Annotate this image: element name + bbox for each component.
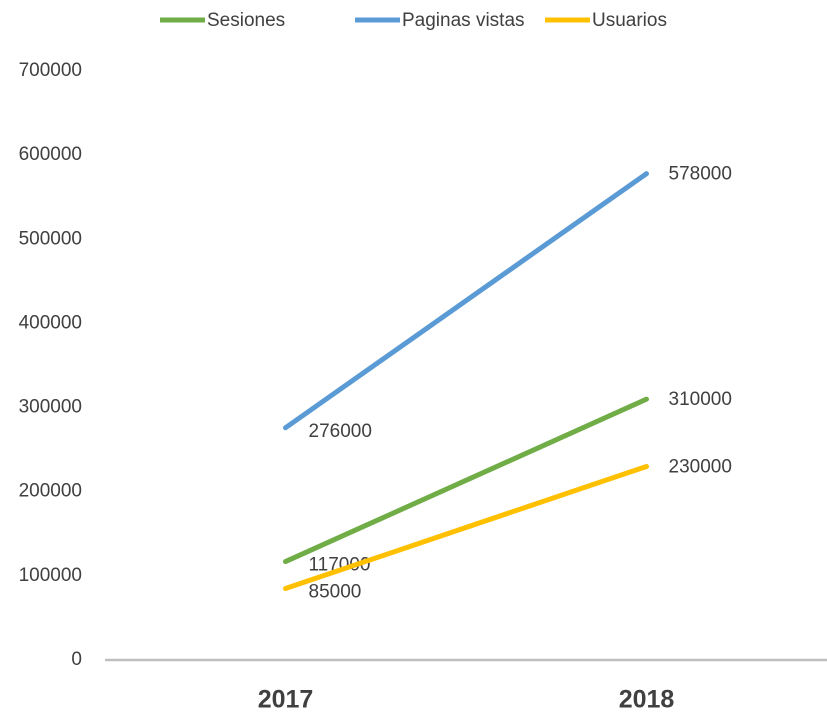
y-tick-label: 600000 xyxy=(19,144,82,165)
data-label: 310000 xyxy=(669,389,732,410)
data-label: 117000 xyxy=(309,555,371,576)
series-line xyxy=(283,171,649,431)
y-tick-label: 500000 xyxy=(19,228,82,249)
y-tick-label: 300000 xyxy=(19,397,82,418)
legend-label: Paginas vistas xyxy=(402,10,525,31)
x-tick-label: 2018 xyxy=(619,686,675,714)
y-tick-label: 100000 xyxy=(19,565,82,586)
series-line xyxy=(283,463,649,591)
data-label: 85000 xyxy=(309,581,362,602)
y-tick-label: 700000 xyxy=(19,60,82,81)
data-label: 578000 xyxy=(669,164,732,185)
data-label: 230000 xyxy=(669,456,732,477)
x-tick-label: 2017 xyxy=(258,686,314,714)
y-tick-label: 200000 xyxy=(19,481,82,502)
y-tick-label: 0 xyxy=(71,649,82,670)
y-tick-label: 400000 xyxy=(19,312,82,333)
legend-label: Usuarios xyxy=(592,10,667,31)
series-line xyxy=(283,396,649,565)
legend-label: Sesiones xyxy=(207,10,285,31)
data-label: 276000 xyxy=(309,421,372,442)
